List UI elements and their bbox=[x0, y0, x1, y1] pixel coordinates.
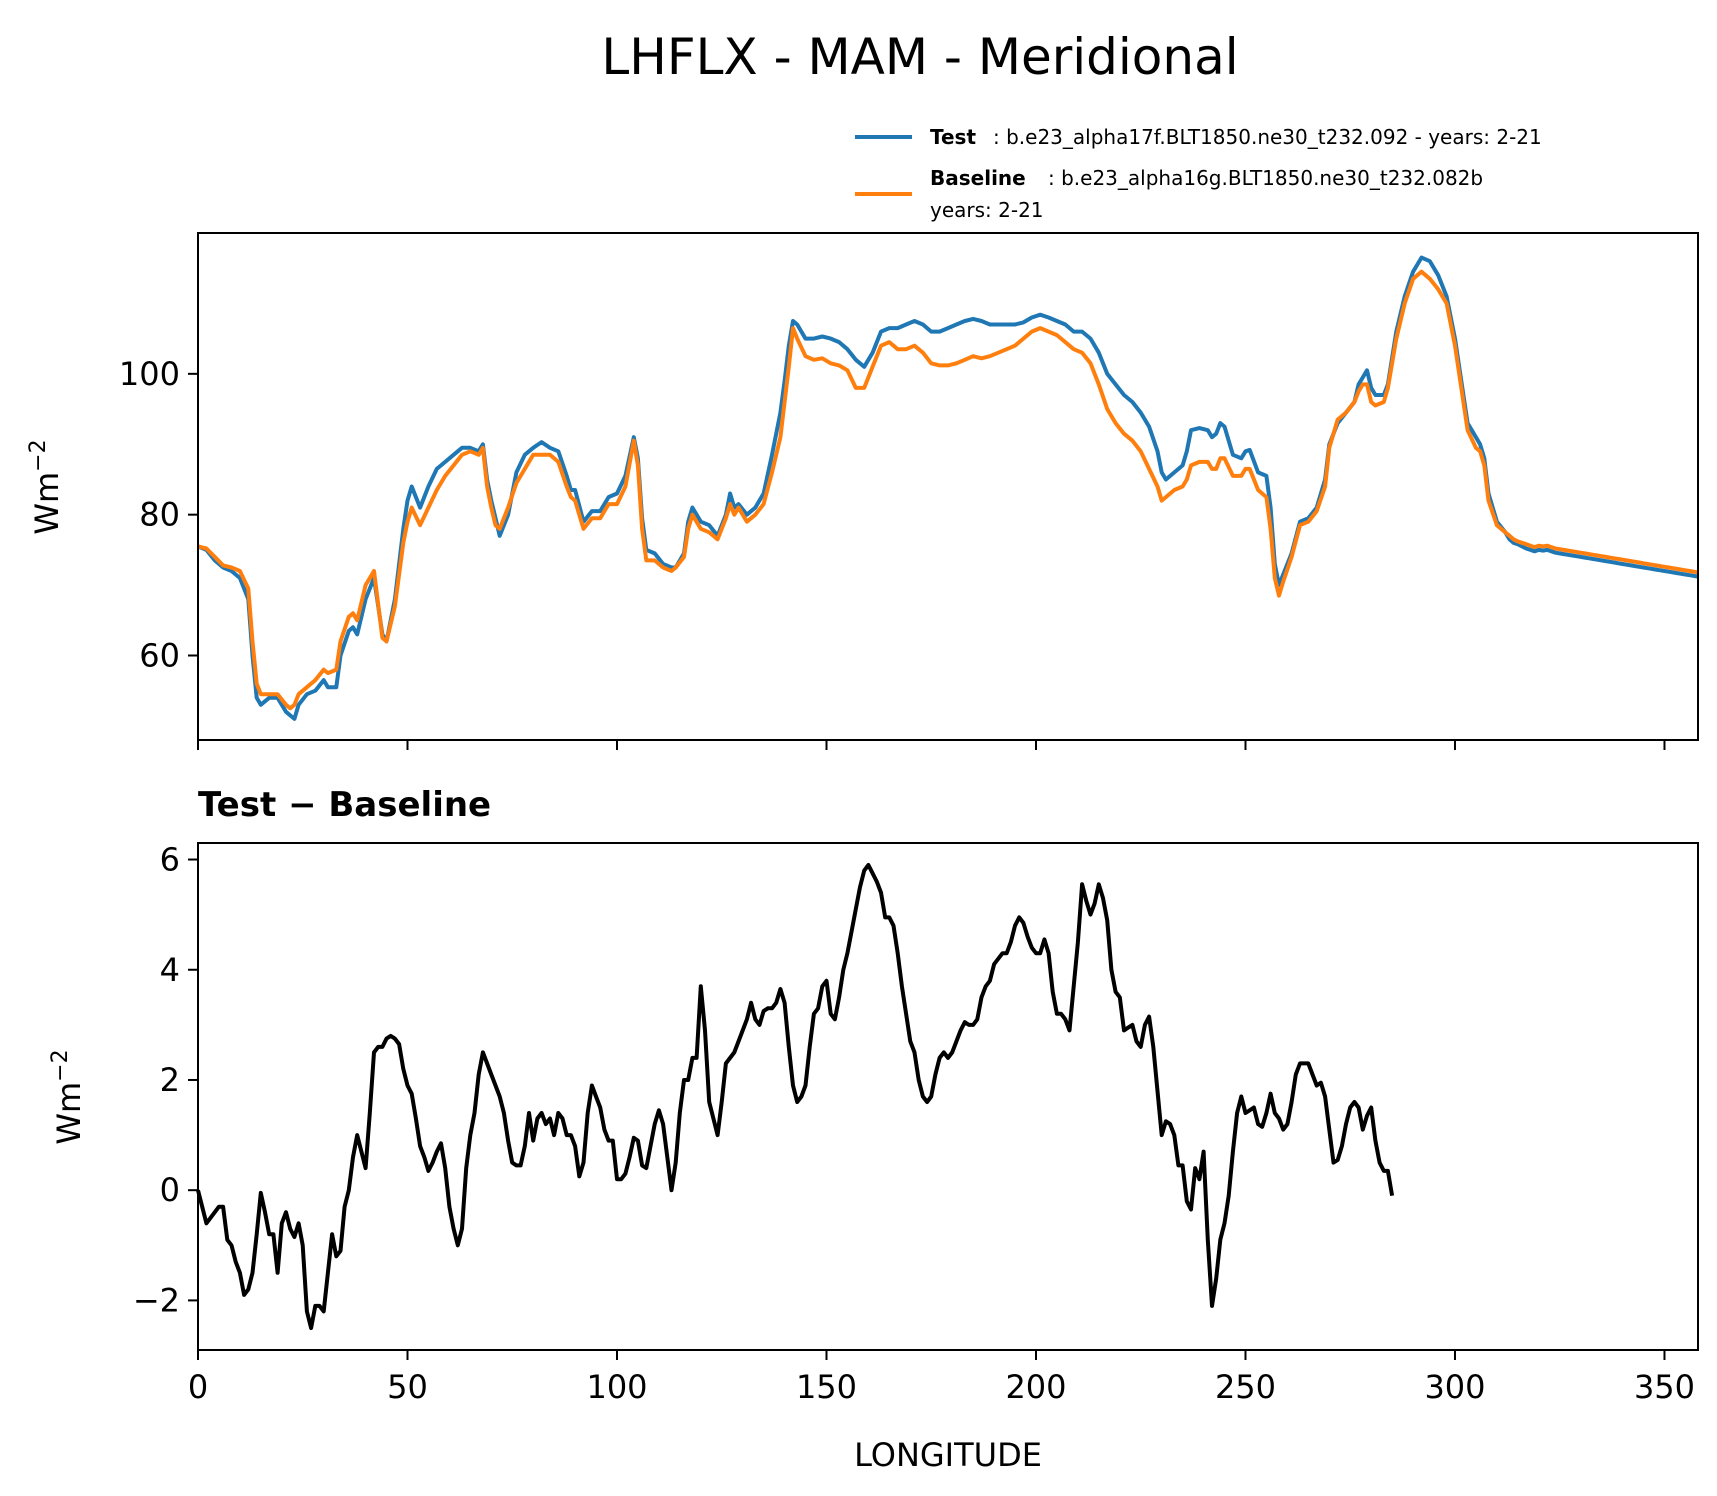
y-tick-label: 0 bbox=[160, 1171, 180, 1209]
legend-baseline-text-2: years: 2-21 bbox=[930, 198, 1044, 222]
series-line-test bbox=[197, 255, 1699, 721]
x-tick-label: 150 bbox=[796, 1368, 857, 1406]
series-line-baseline bbox=[197, 269, 1699, 711]
x-tick-label: 300 bbox=[1424, 1368, 1485, 1406]
y-tick-label: 60 bbox=[139, 637, 180, 675]
legend-test-label: Test bbox=[930, 125, 976, 149]
x-tick-label: 350 bbox=[1634, 1368, 1695, 1406]
legend: Test : b.e23_alpha17f.BLT1850.ne30_t232.… bbox=[855, 125, 1542, 222]
diff-panel-title: Test − Baseline bbox=[198, 785, 491, 825]
y-tick-label: 6 bbox=[160, 841, 180, 879]
bottom-ylabel: Wm−2 bbox=[48, 1049, 88, 1144]
top-panel: 60 80 100 Wm−2 bbox=[26, 232, 1699, 750]
y-tick-label: −2 bbox=[133, 1281, 180, 1319]
x-tick-label: 100 bbox=[586, 1368, 647, 1406]
y-tick-label: 2 bbox=[160, 1061, 180, 1099]
legend-test-text: : b.e23_alpha17f.BLT1850.ne30_t232.092 -… bbox=[993, 125, 1542, 149]
bottom-axes-frame bbox=[197, 842, 1699, 1351]
x-axis-label: LONGITUDE bbox=[854, 1436, 1042, 1474]
legend-baseline-text: : b.e23_alpha16g.BLT1850.ne30_t232.082b bbox=[1048, 166, 1483, 190]
figure-title: LHFLX - MAM - Meridional bbox=[601, 28, 1238, 86]
x-tick-label: 50 bbox=[387, 1368, 428, 1406]
bottom-panel: Test − Baseline −2 0 2 4 6 0 50 100 150 200 250 30… bbox=[48, 785, 1699, 1474]
x-tick-label: 0 bbox=[188, 1368, 208, 1406]
x-tick-label: 250 bbox=[1215, 1368, 1276, 1406]
legend-baseline-label: Baseline bbox=[930, 166, 1026, 190]
top-axes-frame bbox=[197, 232, 1699, 741]
y-tick-label: 4 bbox=[160, 951, 180, 989]
y-tick-label: 100 bbox=[119, 355, 180, 393]
x-tick-label: 200 bbox=[1005, 1368, 1066, 1406]
series-line-test-baseline bbox=[196, 863, 1395, 1330]
top-ylabel: Wm−2 bbox=[26, 439, 66, 534]
y-tick-label: 80 bbox=[139, 496, 180, 534]
